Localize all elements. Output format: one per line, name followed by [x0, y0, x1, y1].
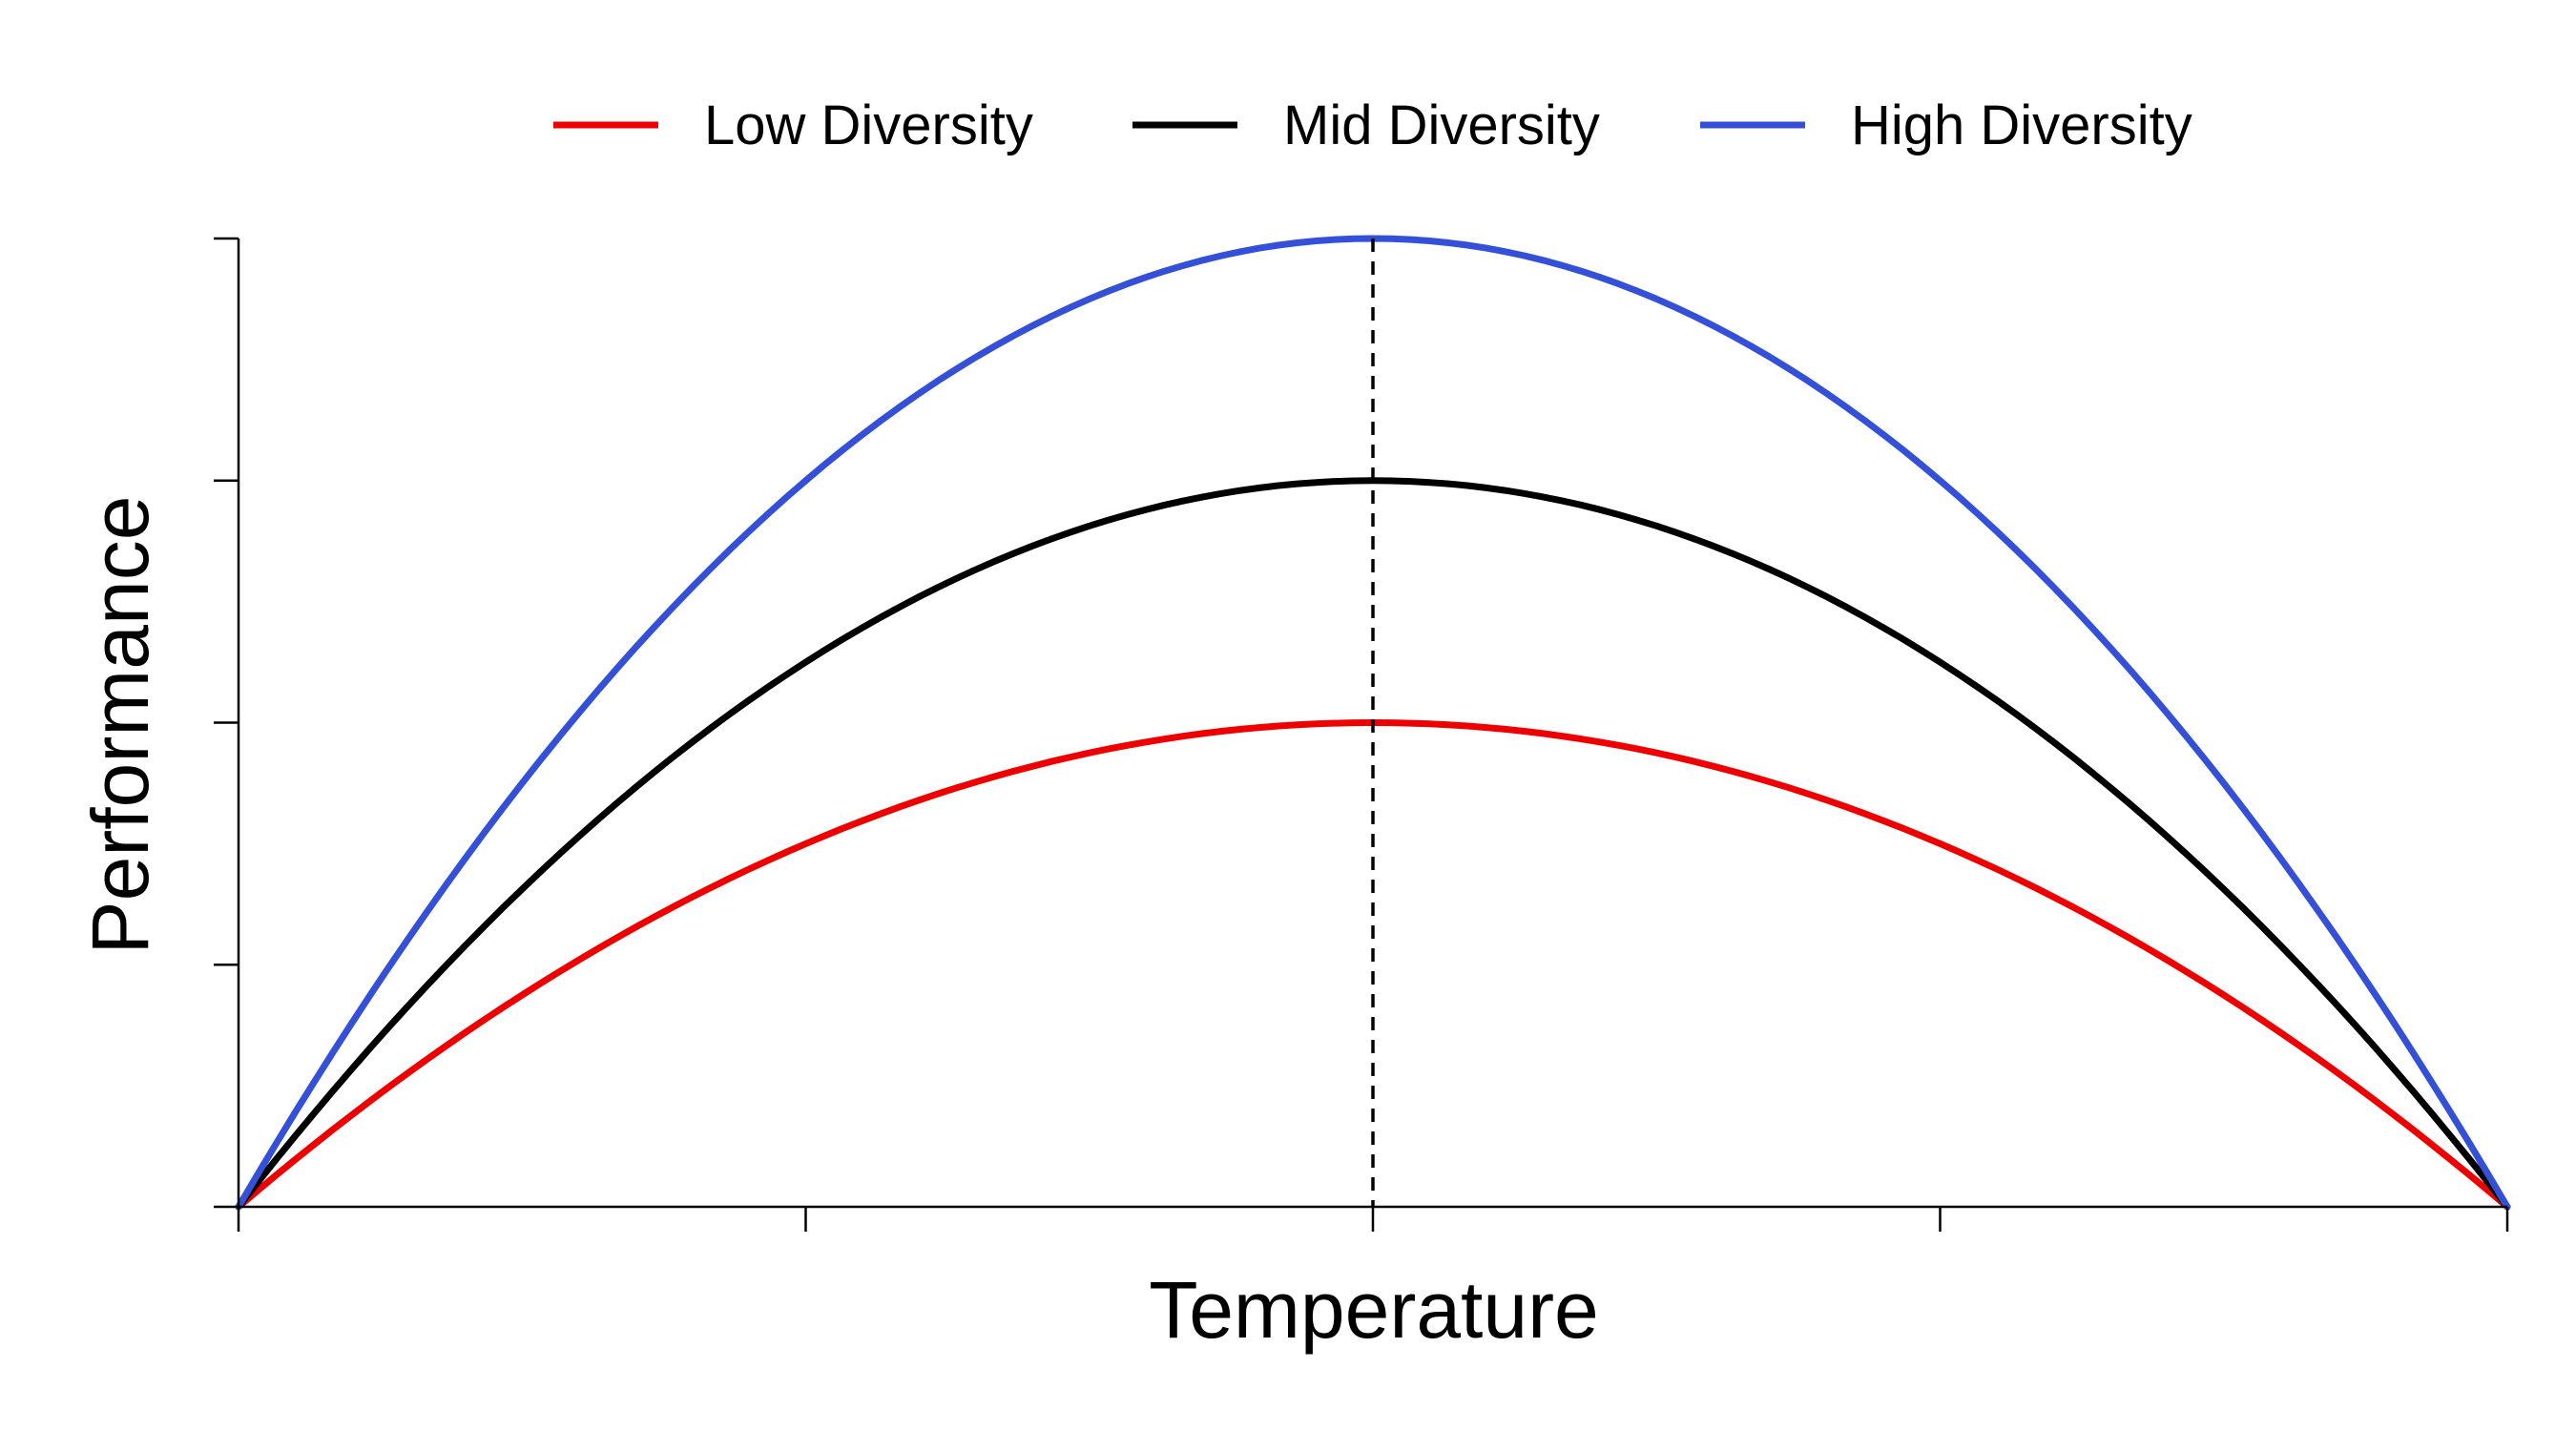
legend-label-mid-diversity: Mid Diversity	[1283, 94, 1600, 156]
y-axis-label: Performance	[75, 496, 165, 955]
legend: Low Diversity Mid Diversity High Diversity	[553, 94, 2192, 156]
y-axis-ticks	[214, 237, 239, 1209]
x-axis-ticks	[237, 1207, 2509, 1232]
legend-label-high-diversity: High Diversity	[1851, 94, 2192, 156]
x-axis-label: Temperature	[1149, 1265, 1599, 1355]
legend-label-low-diversity: Low Diversity	[704, 94, 1033, 156]
